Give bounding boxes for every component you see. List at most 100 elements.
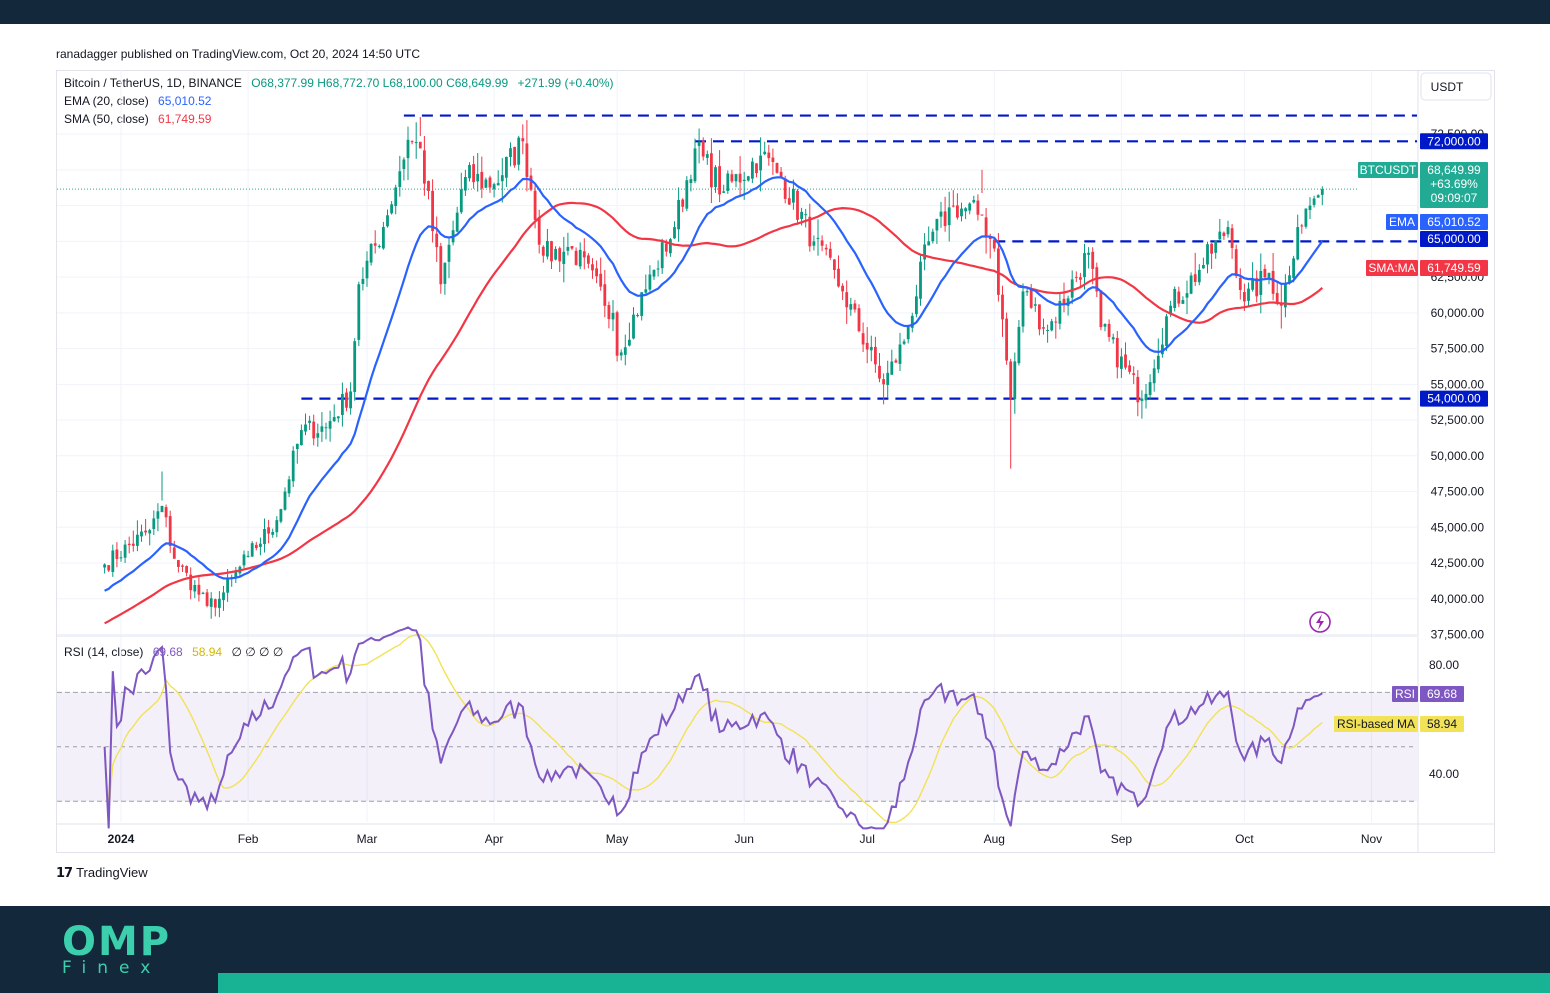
candle-body (271, 531, 275, 535)
candle-body (406, 139, 410, 159)
candle-body (984, 217, 988, 236)
candle-body (218, 598, 221, 608)
candle-body (792, 188, 795, 203)
candle-body (189, 574, 193, 591)
badge-price-text: 09:09:07 (1431, 191, 1478, 205)
candle-body (730, 174, 734, 182)
legend-symbol[interactable]: Bitcoin / TetherUS, 1D, BINANCE (64, 76, 242, 90)
candle-body (968, 203, 972, 211)
candle-body (136, 534, 139, 546)
legend-change: +271.99 (+0.40%) (517, 76, 614, 90)
x-tick-label: Aug (984, 832, 1005, 846)
candle-body (894, 360, 898, 363)
candle-body (382, 227, 385, 249)
candle-body (1087, 252, 1090, 255)
candle-body (767, 152, 771, 159)
candle-body (599, 273, 603, 287)
candle-body (394, 187, 398, 207)
candle-body (570, 245, 574, 249)
candle-body (800, 211, 803, 219)
candle-body (759, 155, 762, 171)
legend-sma-value: 61,749.59 (158, 112, 212, 126)
y-tick-label: 42,500.00 (1431, 556, 1485, 570)
y-tick-label: 57,500.00 (1431, 342, 1485, 356)
finex-logo: Finex (62, 958, 162, 978)
candle-body (1185, 293, 1189, 298)
candle-body (878, 365, 881, 379)
candle-body (156, 511, 160, 519)
candle-body (205, 592, 209, 606)
legend-ema[interactable]: EMA (20, close) 65,010.52 (64, 94, 211, 108)
candle-body (1161, 344, 1164, 355)
candle-body (685, 180, 689, 209)
candle-body (705, 154, 709, 158)
candle-body (1218, 231, 1222, 240)
candle-body (1214, 240, 1218, 253)
candle-body (361, 278, 365, 284)
x-tick-label: Sep (1111, 832, 1133, 846)
candle-body (751, 161, 754, 179)
tradingview-logo[interactable]: 17 TradingView (56, 865, 148, 881)
candle-body (886, 372, 890, 385)
tradingview-mark: 17 (56, 866, 73, 881)
candle-body (541, 246, 545, 256)
badge-72000-bg (1420, 133, 1488, 150)
candle-body (1234, 249, 1238, 277)
candle-body (525, 143, 529, 177)
candle-body (1124, 354, 1127, 368)
candle-body (115, 549, 119, 559)
candle-body (882, 379, 885, 385)
candle-body (554, 248, 557, 260)
candle-body (1181, 300, 1185, 304)
candle-body (300, 430, 303, 446)
candle-body (857, 308, 861, 332)
candle-body (291, 450, 295, 482)
candle-body (263, 529, 266, 545)
candle-body (472, 164, 475, 183)
candle-body (242, 554, 246, 566)
candle-body (755, 163, 758, 174)
candle-body (595, 268, 598, 277)
candle-body (123, 544, 127, 558)
candle-body (279, 509, 283, 522)
candle-body (611, 312, 615, 320)
candle-body (902, 341, 906, 344)
candle-body (1042, 327, 1045, 329)
candle-body (427, 180, 430, 191)
x-tick-label: Jul (860, 832, 875, 846)
candle-body (1296, 227, 1300, 260)
candle-body (177, 560, 180, 567)
candle-body (1284, 283, 1287, 308)
candle-body (1128, 365, 1131, 372)
candle-body (726, 173, 730, 191)
candle-body (960, 208, 963, 217)
candle-body (1054, 321, 1058, 323)
candle-body (1222, 232, 1226, 237)
lightning-icon[interactable] (1309, 611, 1331, 633)
candle-body (910, 315, 914, 328)
candle-body (398, 171, 402, 188)
candle-body (492, 184, 496, 190)
legend-sma[interactable]: SMA (50, close) 61,749.59 (64, 112, 211, 126)
candle-body (980, 214, 984, 216)
publisher-line: ranadagger published on TradingView.com,… (56, 47, 421, 61)
candle-body (222, 592, 225, 601)
candle-body (1243, 292, 1246, 302)
badge-ema-name-bg (1386, 214, 1418, 230)
x-tick-label: May (606, 832, 629, 846)
candles (103, 116, 1324, 619)
legend-low: L68,100.00 (382, 76, 443, 90)
candle-body (865, 342, 869, 350)
candle-body (1275, 293, 1279, 303)
candle-body (861, 333, 865, 345)
legend-rsi-extra: ∅ ∅ ∅ ∅ (231, 645, 284, 659)
candle-body (1050, 321, 1054, 331)
legend-high: H68,772.70 (317, 76, 380, 90)
candle-body (915, 296, 918, 315)
candle-body (500, 175, 504, 182)
candle-body (119, 557, 123, 559)
candle-body (1230, 228, 1234, 248)
candle-body (935, 218, 939, 231)
currency-box[interactable] (1420, 72, 1492, 101)
